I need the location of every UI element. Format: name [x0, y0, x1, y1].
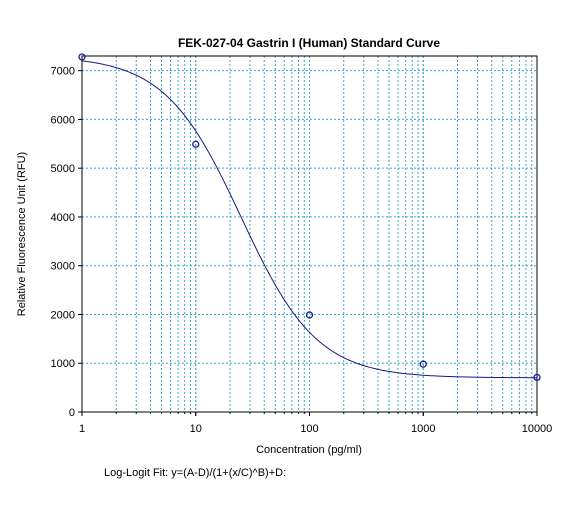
x-tick-label: 1000 — [411, 423, 435, 435]
y-tick-label: 7000 — [51, 66, 75, 78]
y-tick-label: 1000 — [51, 358, 75, 370]
y-tick-label: 6000 — [51, 114, 75, 126]
x-axis-label: Concentration (pg/ml) — [256, 444, 362, 456]
data-point — [419, 360, 427, 368]
x-tick-label: 100 — [300, 423, 318, 435]
data-point — [78, 53, 86, 61]
grid — [82, 56, 537, 412]
y-tick-label: 4000 — [51, 212, 75, 224]
y-axis-label: Relative Fluorescence Unit (RFU) — [16, 152, 28, 316]
data-points — [78, 53, 541, 382]
data-point — [192, 140, 200, 148]
x-tick-label: 10 — [190, 423, 202, 435]
y-tick-label: 3000 — [51, 261, 75, 273]
data-point — [305, 311, 314, 319]
fit-equation-annotation: Log-Logit Fit: y=(A-D)/(1+(x/C)^B)+D: — [104, 467, 287, 479]
axis-ticks: 1 10 100 1000 10000 0 1000 2000 3000 4000 5000 6000… — [51, 66, 553, 435]
y-tick-label: 2000 — [51, 309, 75, 321]
y-tick-label: 5000 — [51, 163, 75, 175]
x-tick-label: 10000 — [522, 423, 553, 435]
data-point — [533, 373, 541, 382]
y-tick-label: 0 — [69, 407, 75, 419]
fit-curve — [81, 60, 538, 379]
chart-title: FEK-027-04 Gastrin I (Human) Standard Cu… — [178, 36, 440, 50]
fit-curve-layer — [81, 60, 538, 379]
x-tick-label: 1 — [79, 423, 85, 435]
